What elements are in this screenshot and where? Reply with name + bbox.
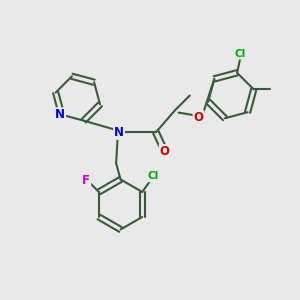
Text: Cl: Cl [234,49,246,58]
Text: N: N [114,126,124,139]
Text: O: O [194,111,204,124]
Text: O: O [160,145,170,158]
Text: F: F [82,174,90,187]
Text: N: N [55,108,65,121]
Text: Cl: Cl [148,171,159,182]
